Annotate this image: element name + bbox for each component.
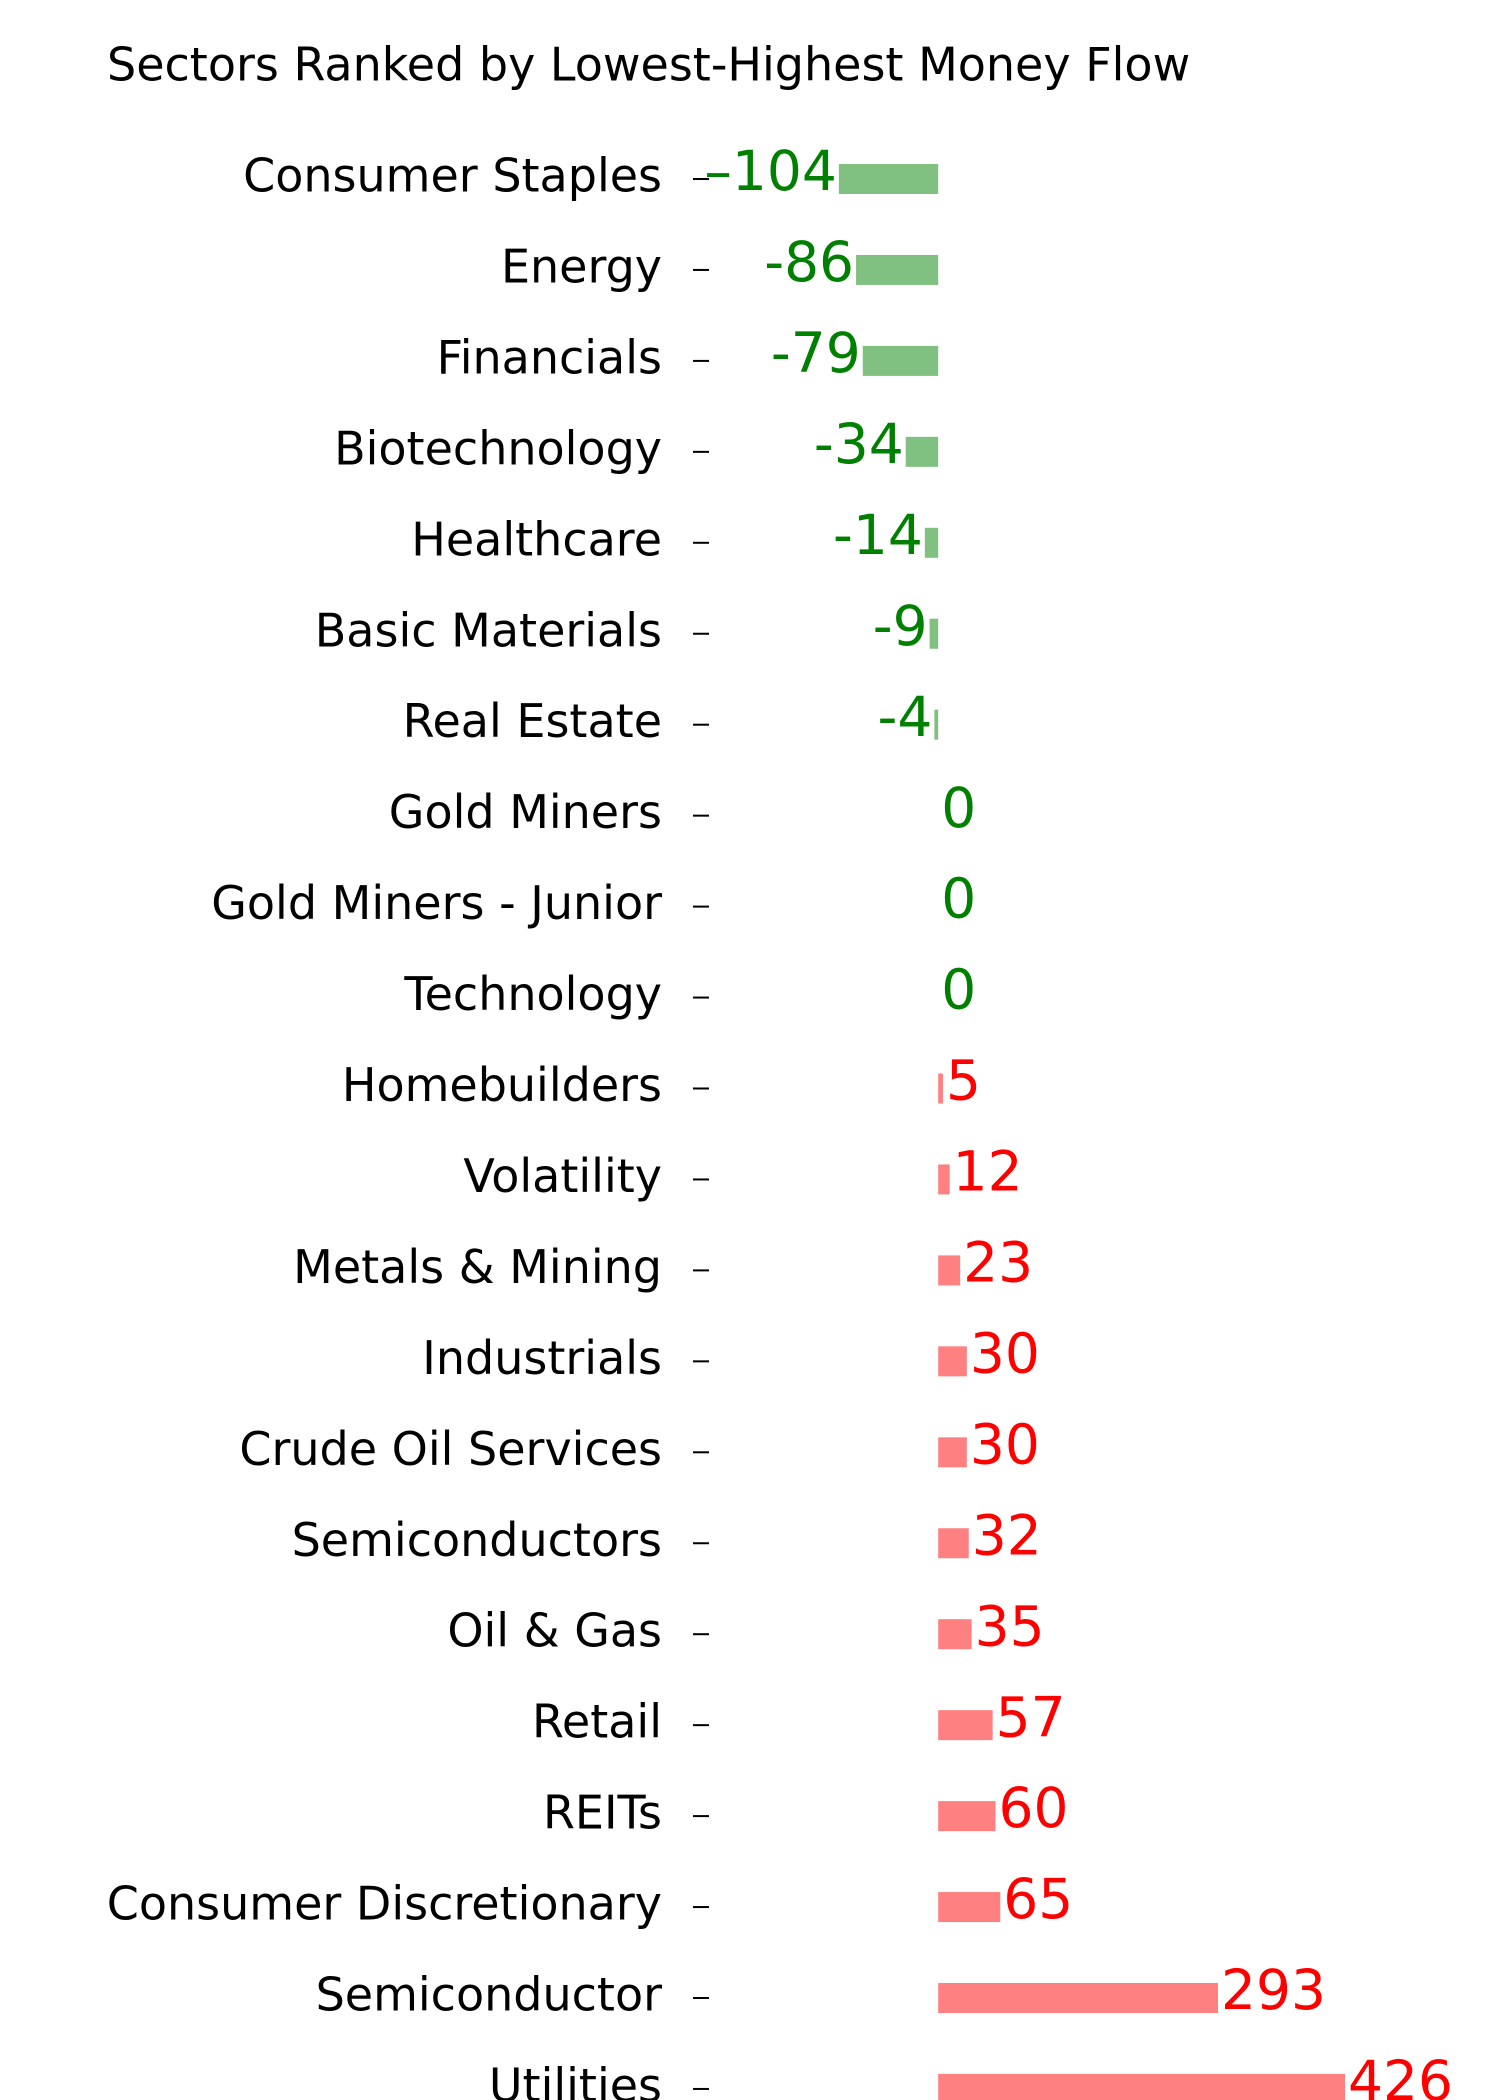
y-tick-label: Consumer Staples [243, 149, 662, 203]
y-tick-label: Biotechnology [334, 421, 662, 475]
value-label: 30 [970, 1412, 1040, 1476]
bar [929, 618, 939, 649]
y-tick-label: Technology [403, 967, 662, 1021]
y-tick-label: Semiconductor [316, 1968, 663, 2022]
bar [938, 1892, 1001, 1923]
value-label: 23 [963, 1231, 1033, 1295]
bar [938, 1164, 950, 1195]
value-label: 35 [975, 1594, 1045, 1658]
value-label: -86 [764, 230, 854, 294]
y-tick-label: Crude Oil Services [239, 1422, 662, 1476]
bar [938, 1801, 996, 1832]
value-label: -4 [878, 685, 933, 749]
value-label: -34 [814, 412, 904, 476]
value-label: 30 [970, 1321, 1040, 1385]
y-tick-label: REITs [543, 1786, 662, 1840]
bar [856, 254, 939, 285]
value-label: -14 [833, 503, 923, 567]
y-tick-label: Basic Materials [315, 603, 662, 657]
bar [905, 436, 939, 467]
bar [938, 1710, 993, 1741]
y-tick-label: Utilities [489, 2058, 662, 2100]
value-label: 0 [941, 867, 976, 931]
y-tick-label: Gold Miners [389, 785, 662, 839]
bar [924, 527, 939, 558]
y-tick-label: Healthcare [411, 512, 662, 566]
value-label: 0 [941, 958, 976, 1022]
y-tick-label: Homebuilders [342, 1058, 662, 1112]
bar [938, 2073, 1346, 2100]
y-tick-label: Financials [437, 330, 662, 384]
value-label: 426 [1348, 2049, 1453, 2100]
y-tick-label: Volatility [463, 1149, 662, 1203]
y-tick-label: Real Estate [403, 694, 662, 748]
bar [862, 345, 939, 376]
y-tick-label: Metals & Mining [293, 1240, 662, 1294]
bar [938, 1437, 967, 1468]
value-label: 65 [1003, 1867, 1073, 1931]
value-label: -79 [771, 321, 861, 385]
y-tick-label: Gold Miners - Junior [211, 876, 662, 930]
y-tick-label: Oil & Gas [447, 1604, 662, 1658]
value-label: 32 [972, 1503, 1042, 1567]
y-tick-label: Retail [532, 1695, 662, 1749]
value-label: -9 [873, 594, 928, 658]
bar [938, 1346, 967, 1377]
value-label: 60 [999, 1776, 1069, 1840]
bar [938, 1619, 972, 1650]
value-label: 0 [941, 776, 976, 840]
y-tick-label: Industrials [422, 1331, 662, 1385]
value-label: 57 [996, 1685, 1066, 1749]
y-tick-label: Semiconductors [292, 1513, 662, 1567]
bar [938, 1983, 1219, 2013]
value-label: –104 [704, 139, 836, 203]
bar [938, 1073, 943, 1104]
value-label: 5 [946, 1049, 981, 1113]
chart-title: Sectors Ranked by Lowest-Highest Money F… [107, 38, 1190, 92]
bar [938, 1528, 969, 1559]
y-tick-label: Energy [501, 239, 662, 293]
bar [838, 164, 939, 194]
value-label: 293 [1221, 1958, 1326, 2022]
bar [938, 1255, 961, 1286]
value-label: 12 [953, 1140, 1023, 1204]
y-tick-label: Consumer Discretionary [107, 1877, 662, 1931]
bar [934, 709, 939, 740]
